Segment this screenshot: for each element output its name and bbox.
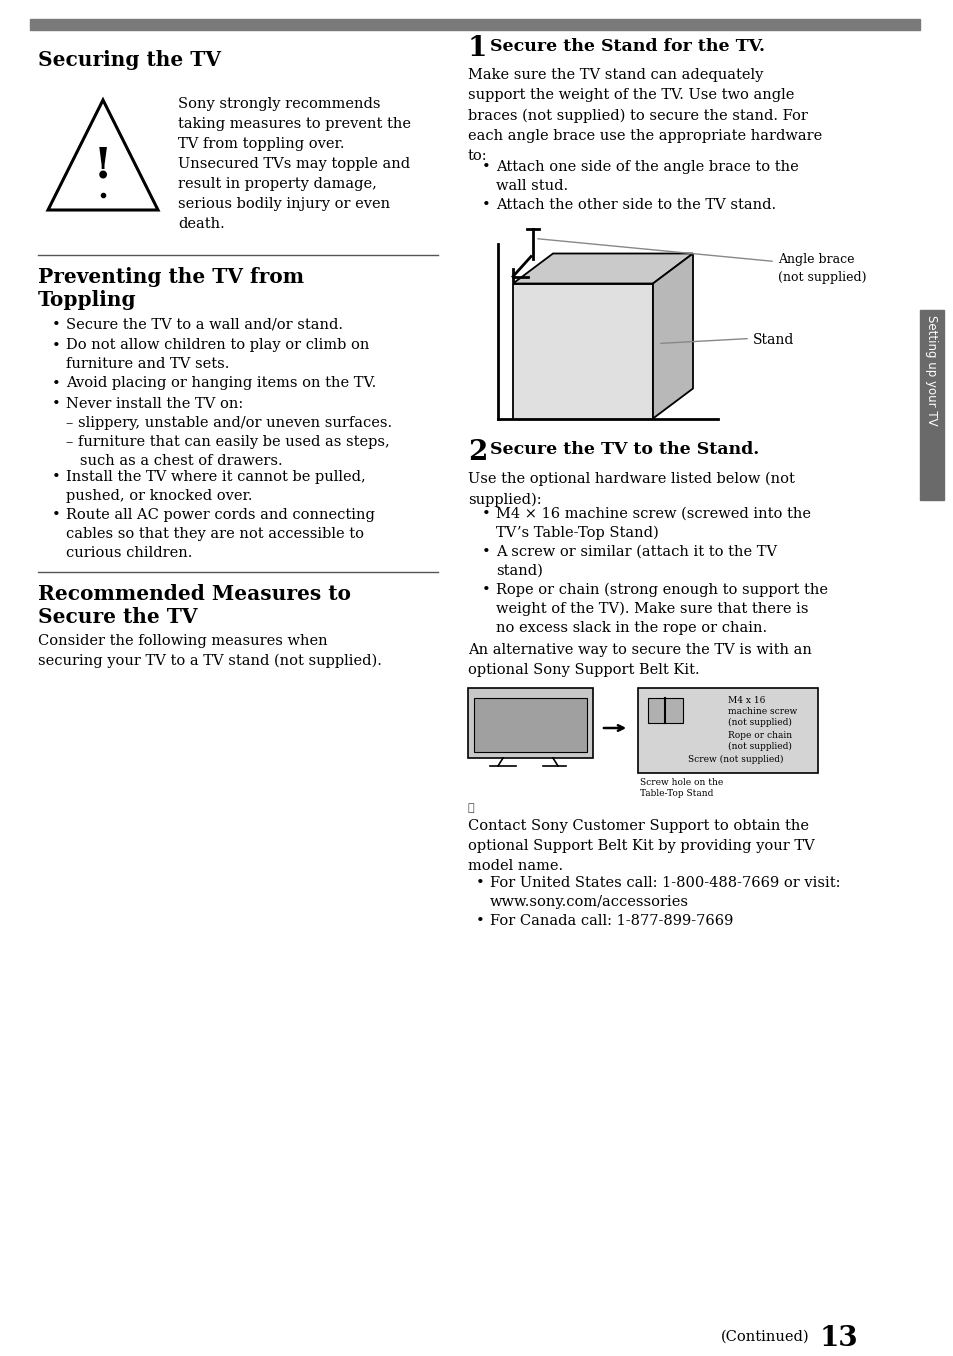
- Text: Attach the other side to the TV stand.: Attach the other side to the TV stand.: [496, 198, 776, 212]
- Text: Do not allow children to play or climb on
furniture and TV sets.: Do not allow children to play or climb o…: [66, 339, 369, 372]
- Text: Make sure the TV stand can adequately
support the weight of the TV. Use two angl: Make sure the TV stand can adequately su…: [468, 68, 821, 163]
- Text: Angle brace
(not supplied): Angle brace (not supplied): [778, 254, 865, 283]
- Text: •: •: [52, 471, 61, 484]
- Bar: [474, 698, 586, 753]
- Text: •: •: [481, 545, 490, 559]
- Text: Preventing the TV from
Toppling: Preventing the TV from Toppling: [38, 267, 304, 311]
- Text: Route all AC power cords and connecting
cables so that they are not accessible t: Route all AC power cords and connecting …: [66, 508, 375, 560]
- Text: •: •: [481, 198, 490, 212]
- Text: 2: 2: [468, 438, 487, 465]
- Text: Secure the TV to the Stand.: Secure the TV to the Stand.: [490, 442, 759, 458]
- Text: Securing the TV: Securing the TV: [38, 50, 221, 71]
- Text: M4 × 16 machine screw (screwed into the
TV’s Table-Top Stand): M4 × 16 machine screw (screwed into the …: [496, 507, 810, 540]
- Text: An alternative way to secure the TV is with an
optional Sony Support Belt Kit.: An alternative way to secure the TV is w…: [468, 643, 811, 677]
- Text: Screw hole on the
Table-Top Stand: Screw hole on the Table-Top Stand: [639, 778, 722, 799]
- Text: •: •: [52, 397, 61, 411]
- Text: Screw (not supplied): Screw (not supplied): [687, 755, 782, 765]
- Text: Consider the following measures when
securing your TV to a TV stand (not supplie: Consider the following measures when sec…: [38, 633, 381, 669]
- Text: M4 x 16
machine screw
(not supplied): M4 x 16 machine screw (not supplied): [727, 696, 797, 727]
- Text: •: •: [52, 377, 61, 391]
- Text: Recommended Measures to
Secure the TV: Recommended Measures to Secure the TV: [38, 583, 351, 626]
- Text: For United States call: 1-800-488-7669 or visit:
www.sony.com/accessories: For United States call: 1-800-488-7669 o…: [490, 876, 840, 909]
- Polygon shape: [513, 254, 692, 283]
- Text: Contact Sony Customer Support to obtain the
optional Support Belt Kit by providi: Contact Sony Customer Support to obtain …: [468, 819, 814, 873]
- Bar: [638, 687, 817, 773]
- Text: ℍ: ℍ: [468, 803, 475, 814]
- Text: Rope or chain (strong enough to support the
weight of the TV). Make sure that th: Rope or chain (strong enough to support …: [496, 583, 827, 636]
- Text: •: •: [476, 914, 484, 928]
- Text: Attach one side of the angle brace to the
wall stud.: Attach one side of the angle brace to th…: [496, 160, 798, 193]
- Text: •: •: [52, 319, 61, 332]
- Text: •: •: [481, 160, 490, 174]
- Text: A screw or similar (attach it to the TV
stand): A screw or similar (attach it to the TV …: [496, 545, 777, 578]
- Text: Use the optional hardware listed below (not
supplied):: Use the optional hardware listed below (…: [468, 472, 794, 507]
- Bar: [647, 698, 682, 723]
- Text: Install the TV where it cannot be pulled,
pushed, or knocked over.: Install the TV where it cannot be pulled…: [66, 471, 365, 503]
- Text: Sony strongly recommends
taking measures to prevent the
TV from toppling over.
U: Sony strongly recommends taking measures…: [178, 98, 411, 232]
- Polygon shape: [652, 254, 692, 419]
- Text: !: !: [93, 144, 112, 186]
- Bar: [30, 19, 919, 30]
- Text: Avoid placing or hanging items on the TV.: Avoid placing or hanging items on the TV…: [66, 377, 375, 391]
- Text: •: •: [476, 876, 484, 890]
- Text: •: •: [481, 583, 490, 597]
- Bar: [468, 687, 593, 758]
- Bar: [919, 311, 943, 500]
- Text: •: •: [52, 508, 61, 522]
- Text: Secure the TV to a wall and/or stand.: Secure the TV to a wall and/or stand.: [66, 319, 343, 332]
- Text: 13: 13: [820, 1325, 858, 1352]
- Text: Never install the TV on:
– slippery, unstable and/or uneven surfaces.
– furnitur: Never install the TV on: – slippery, uns…: [66, 397, 392, 468]
- Polygon shape: [513, 283, 652, 419]
- Text: (Continued): (Continued): [720, 1330, 809, 1344]
- Text: Setting up your TV: Setting up your TV: [924, 315, 938, 426]
- Text: Stand: Stand: [752, 334, 794, 347]
- Text: 1: 1: [468, 35, 487, 62]
- Text: Secure the Stand for the TV.: Secure the Stand for the TV.: [490, 38, 764, 56]
- Text: For Canada call: 1-877-899-7669: For Canada call: 1-877-899-7669: [490, 914, 733, 928]
- Text: •: •: [52, 339, 61, 353]
- Text: Rope or chain
(not supplied): Rope or chain (not supplied): [727, 731, 791, 751]
- Text: •: •: [481, 507, 490, 521]
